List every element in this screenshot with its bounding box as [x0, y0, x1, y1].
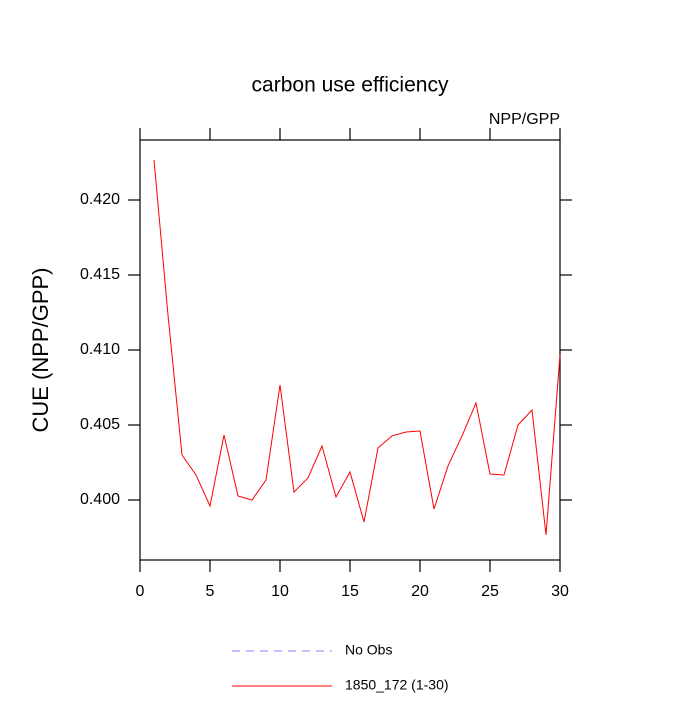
chart-title: carbon use efficiency [252, 74, 449, 97]
x-tick-label: 30 [551, 583, 569, 600]
x-tick-label: 15 [341, 583, 359, 600]
chart-subtitle: NPP/GPP [489, 111, 560, 128]
y-tick-label: 0.400 [80, 491, 120, 508]
y-tick-label: 0.405 [80, 416, 120, 433]
y-tick-label: 0.420 [80, 191, 120, 208]
y-axis-label: CUE (NPP/GPP) [28, 267, 53, 432]
x-tick-label: 10 [271, 583, 289, 600]
data-line [153, 159, 561, 536]
x-tick-label: 20 [411, 583, 429, 600]
legend-label: No Obs [345, 642, 392, 658]
x-tick-label: 25 [481, 583, 499, 600]
legend-label: 1850_172 (1-30) [345, 677, 449, 693]
y-tick-label: 0.410 [80, 341, 120, 358]
y-tick-label: 0.415 [80, 266, 120, 283]
x-tick-label: 0 [136, 583, 145, 600]
x-tick-label: 5 [206, 583, 215, 600]
